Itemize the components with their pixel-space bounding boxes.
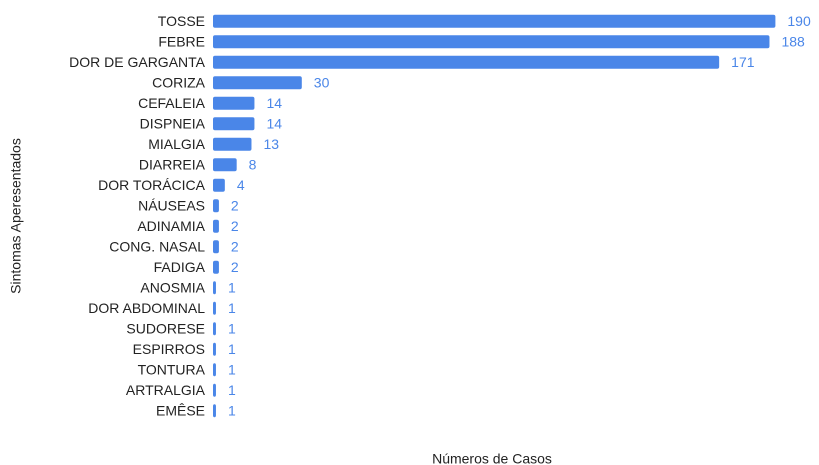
bar (213, 404, 216, 418)
y-tick-label: ANOSMIA (140, 279, 205, 295)
value-label: 190 (787, 13, 811, 29)
bar (213, 158, 237, 172)
y-tick-label: DOR DE GARGANTA (69, 54, 206, 70)
bar (213, 178, 225, 192)
bar (213, 363, 216, 377)
y-tick-label: TONTURA (138, 361, 206, 377)
bar (213, 383, 216, 397)
value-label: 4 (237, 177, 245, 193)
value-label: 188 (781, 33, 805, 49)
value-label: 1 (228, 320, 236, 336)
value-label: 13 (263, 136, 279, 152)
value-label: 1 (228, 279, 236, 295)
value-label: 2 (231, 197, 239, 213)
y-tick-label: CEFALEIA (138, 95, 206, 111)
bar (213, 96, 255, 110)
value-label: 2 (231, 218, 239, 234)
value-label: 2 (231, 238, 239, 254)
y-tick-label: ADINAMIA (137, 218, 205, 234)
bar (213, 199, 219, 213)
value-label: 1 (228, 341, 236, 357)
y-tick-label: EMÊSE (156, 402, 205, 418)
bar (213, 55, 720, 69)
value-label: 1 (228, 402, 236, 418)
value-label: 30 (314, 74, 330, 90)
value-label: 1 (228, 361, 236, 377)
value-label: 1 (228, 300, 236, 316)
y-tick-label: CONG. NASAL (109, 238, 205, 254)
y-axis-label: Sintomas Aperesentados (8, 138, 24, 294)
bar (213, 240, 219, 254)
value-label: 14 (266, 115, 282, 131)
value-label: 14 (266, 95, 282, 111)
bar (213, 76, 302, 90)
bar (213, 342, 216, 356)
y-tick-label: FEBRE (158, 33, 205, 49)
value-label: 8 (249, 156, 257, 172)
y-tick-label: CORIZA (152, 74, 206, 90)
bar (213, 301, 216, 315)
bar (213, 219, 219, 233)
y-tick-label: SUDORESE (126, 320, 205, 336)
y-tick-label: DOR TORÁCICA (98, 177, 205, 193)
y-tick-label: TOSSE (158, 13, 205, 29)
value-label: 1 (228, 382, 236, 398)
bar (213, 322, 216, 336)
y-tick-label: DOR ABDOMINAL (88, 300, 205, 316)
y-tick-label: DISPNEIA (140, 115, 206, 131)
y-tick-label: NÁUSEAS (138, 197, 205, 213)
y-tick-label: DIARREIA (139, 156, 206, 172)
bar (213, 281, 216, 295)
bar (213, 117, 255, 131)
y-tick-label: ESPIRROS (133, 341, 205, 357)
value-label: 171 (731, 54, 755, 70)
bar (213, 14, 776, 28)
x-axis-label: Números de Casos (432, 451, 552, 465)
y-tick-label: FADIGA (154, 259, 206, 275)
y-tick-label: ARTRALGIA (126, 382, 206, 398)
bar (213, 35, 770, 49)
value-label: 2 (231, 259, 239, 275)
bar (213, 260, 219, 274)
bar (213, 137, 252, 151)
y-tick-label: MIALGIA (148, 136, 205, 152)
